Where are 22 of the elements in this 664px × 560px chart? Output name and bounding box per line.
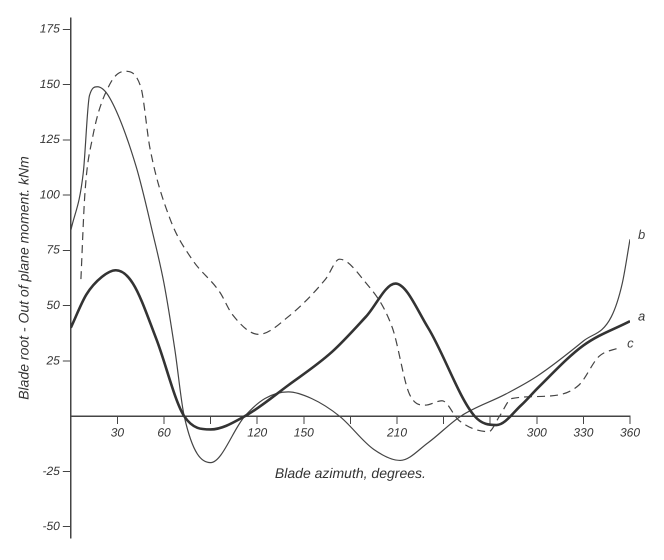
x-tick-label: 360 xyxy=(620,426,640,440)
series-label: b xyxy=(638,226,646,242)
y-tick-label: 175 xyxy=(40,22,60,36)
y-tick-label: 100 xyxy=(40,187,60,202)
y-tick-label: -25 xyxy=(42,464,60,478)
y-tick-label: 75 xyxy=(46,242,60,257)
series-label: c xyxy=(627,335,634,350)
x-tick-label: 210 xyxy=(386,426,408,440)
x-tick-label: 30 xyxy=(110,426,124,440)
x-axis-title: Blade azimuth, degrees. xyxy=(274,464,426,481)
series-label: a xyxy=(638,308,646,324)
y-axis-title: Blade root - Out of plane moment. kNm xyxy=(15,156,32,400)
x-tick-label: 300 xyxy=(526,426,548,440)
x-tick-label: 60 xyxy=(157,426,172,440)
y-tick-label: 50 xyxy=(46,298,60,312)
y-tick-label: 125 xyxy=(40,132,60,146)
y-tick-label: 25 xyxy=(45,353,60,368)
x-tick-label: 120 xyxy=(247,426,268,440)
y-tick-label: 150 xyxy=(40,76,60,91)
x-tick-label: 330 xyxy=(573,426,594,440)
y-tick-label: -50 xyxy=(42,519,60,534)
x-tick-label: 150 xyxy=(294,426,314,440)
